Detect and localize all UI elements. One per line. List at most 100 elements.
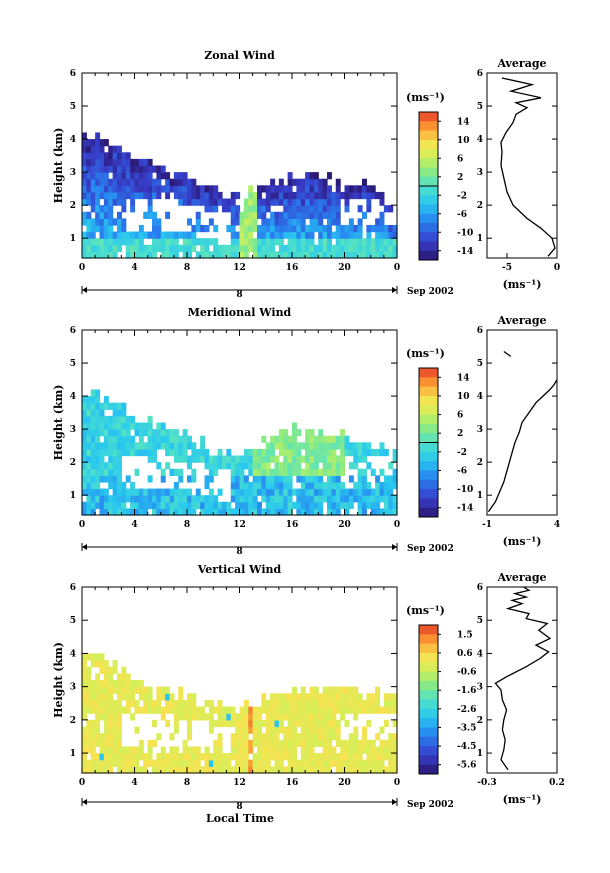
heatmap-cell bbox=[165, 429, 171, 437]
heatmap-cell bbox=[235, 481, 241, 490]
heatmap-cell bbox=[191, 699, 197, 708]
heatmap-cell bbox=[362, 739, 367, 748]
heatmap-cell bbox=[357, 218, 363, 226]
heatmap-cell bbox=[138, 693, 144, 701]
heatmap-cell bbox=[134, 251, 140, 259]
heatmap-cell bbox=[296, 462, 302, 470]
heatmap-cell bbox=[230, 238, 236, 246]
heatmap-cell bbox=[379, 726, 385, 734]
heatmap-cell bbox=[327, 475, 332, 483]
heatmap-cell bbox=[335, 488, 341, 496]
heatmap-cell bbox=[173, 178, 179, 186]
heatmap-cell bbox=[156, 218, 162, 226]
heatmap-cell bbox=[239, 455, 245, 463]
heatmap-cell bbox=[261, 231, 267, 239]
heatmap-cell bbox=[274, 488, 280, 496]
heatmap-cell bbox=[86, 244, 92, 252]
panel-title: Zonal Wind bbox=[204, 49, 275, 62]
heatmap-cell bbox=[274, 759, 280, 767]
panel-title: Vertical Wind bbox=[197, 563, 282, 576]
heatmap-cell bbox=[208, 468, 214, 476]
y-axis-label: Height (km) bbox=[52, 128, 65, 204]
heatmap-cell bbox=[257, 475, 262, 483]
heatmap-cell bbox=[265, 442, 271, 450]
heatmap-cell bbox=[243, 488, 249, 496]
heatmap-cell bbox=[327, 719, 332, 728]
heatmap-cell bbox=[130, 481, 136, 490]
heatmap-cell bbox=[322, 753, 328, 761]
heatmap-cell bbox=[117, 244, 122, 252]
heatmap-cell bbox=[313, 205, 319, 213]
heatmap-cell bbox=[362, 185, 367, 193]
heatmap-cell bbox=[318, 726, 324, 734]
heatmap-cell bbox=[117, 686, 122, 694]
heatmap-cell bbox=[187, 495, 192, 503]
heatmap-cell bbox=[138, 508, 144, 516]
heatmap-cell bbox=[138, 435, 144, 443]
heatmap-cell bbox=[112, 185, 118, 193]
heatmap-cell bbox=[318, 251, 324, 259]
heatmap-cell bbox=[178, 475, 184, 483]
heatmap-cell bbox=[103, 468, 109, 476]
colorbar-swatch bbox=[419, 699, 438, 710]
heatmap-cell bbox=[327, 244, 332, 252]
heatmap-cell bbox=[300, 481, 306, 490]
heatmap-cell bbox=[287, 475, 293, 483]
heatmap-cell bbox=[130, 178, 136, 186]
heatmap-cell bbox=[156, 238, 162, 246]
heatmap-cell bbox=[138, 238, 144, 246]
heatmap-cell bbox=[178, 448, 184, 457]
heatmap-cell bbox=[86, 415, 92, 424]
heatmap-cell bbox=[278, 224, 284, 233]
heatmap-cell bbox=[327, 231, 332, 239]
heatmap-cell bbox=[82, 422, 87, 430]
heatmap-cell bbox=[95, 713, 101, 721]
heatmap-cell bbox=[95, 686, 101, 694]
heatmap-cell bbox=[366, 442, 372, 450]
heatmap-cell bbox=[213, 759, 219, 767]
heatmap-cell bbox=[86, 733, 92, 741]
heatmap-cell bbox=[305, 733, 311, 741]
heatmap-cell bbox=[95, 693, 101, 701]
heatmap-cell bbox=[335, 753, 341, 761]
heatmap-cell bbox=[318, 508, 324, 516]
heatmap-cell bbox=[265, 448, 271, 457]
heatmap-cell bbox=[274, 753, 280, 761]
heatmap-cell bbox=[292, 753, 297, 761]
heatmap-cell bbox=[182, 746, 188, 754]
heatmap-cell bbox=[117, 145, 122, 153]
heatmap-cell bbox=[265, 205, 271, 213]
heatmap-cell bbox=[235, 495, 241, 503]
heatmap-cell bbox=[86, 409, 92, 417]
heatmap-cell bbox=[187, 462, 192, 470]
heatmap-cell bbox=[191, 495, 197, 503]
heatmap-cell bbox=[344, 759, 350, 767]
heatmap-cell bbox=[392, 231, 398, 239]
heatmap-cell bbox=[117, 211, 122, 219]
heatmap-cell bbox=[187, 693, 192, 701]
heatmap-cell bbox=[103, 501, 109, 509]
heatmap-cell bbox=[99, 165, 105, 173]
heatmap-cell bbox=[283, 739, 289, 748]
heatmap-cell bbox=[165, 753, 171, 761]
heatmap-cell bbox=[121, 693, 127, 701]
heatmap-cell bbox=[292, 746, 297, 754]
heatmap-cell bbox=[82, 442, 87, 450]
heatmap-cell bbox=[313, 435, 319, 443]
heatmap-cell bbox=[300, 759, 306, 767]
heatmap-cell bbox=[95, 389, 101, 397]
heatmap-cell bbox=[252, 218, 258, 226]
y-tick-label: 2 bbox=[70, 458, 76, 468]
heatmap-cell bbox=[379, 706, 385, 714]
heatmap-cell bbox=[340, 501, 346, 509]
heatmap-cell bbox=[204, 759, 210, 767]
heatmap-cell bbox=[274, 462, 280, 470]
heatmap-cell bbox=[169, 231, 175, 239]
heatmap-cell bbox=[182, 753, 188, 761]
heatmap-cell bbox=[309, 693, 315, 701]
heatmap-cell bbox=[252, 238, 258, 246]
heatmap-cell bbox=[134, 429, 140, 437]
heatmap-cell bbox=[379, 488, 385, 496]
heatmap-cell bbox=[309, 178, 315, 186]
